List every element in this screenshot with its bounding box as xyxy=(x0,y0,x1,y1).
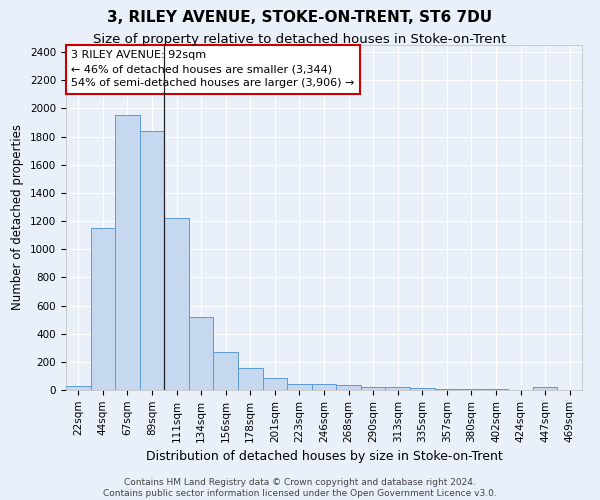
Bar xyxy=(189,317,214,390)
Text: 3 RILEY AVENUE: 92sqm
← 46% of detached houses are smaller (3,344)
54% of semi-d: 3 RILEY AVENUE: 92sqm ← 46% of detached … xyxy=(71,50,355,88)
Y-axis label: Number of detached properties: Number of detached properties xyxy=(11,124,25,310)
Bar xyxy=(312,384,336,390)
Text: 3, RILEY AVENUE, STOKE-ON-TRENT, ST6 7DU: 3, RILEY AVENUE, STOKE-ON-TRENT, ST6 7DU xyxy=(107,10,493,25)
Bar xyxy=(361,387,385,390)
Bar xyxy=(91,228,115,390)
Bar xyxy=(287,384,312,390)
Bar xyxy=(238,368,263,390)
Bar xyxy=(263,378,287,390)
Bar xyxy=(410,388,434,390)
Bar xyxy=(115,116,140,390)
Text: Contains HM Land Registry data © Crown copyright and database right 2024.
Contai: Contains HM Land Registry data © Crown c… xyxy=(103,478,497,498)
Bar xyxy=(214,352,238,390)
Bar xyxy=(434,388,459,390)
Bar xyxy=(164,218,189,390)
Bar xyxy=(66,386,91,390)
X-axis label: Distribution of detached houses by size in Stoke-on-Trent: Distribution of detached houses by size … xyxy=(146,450,502,463)
Text: Size of property relative to detached houses in Stoke-on-Trent: Size of property relative to detached ho… xyxy=(94,32,506,46)
Bar xyxy=(336,385,361,390)
Bar xyxy=(385,387,410,390)
Bar xyxy=(533,387,557,390)
Bar xyxy=(140,131,164,390)
